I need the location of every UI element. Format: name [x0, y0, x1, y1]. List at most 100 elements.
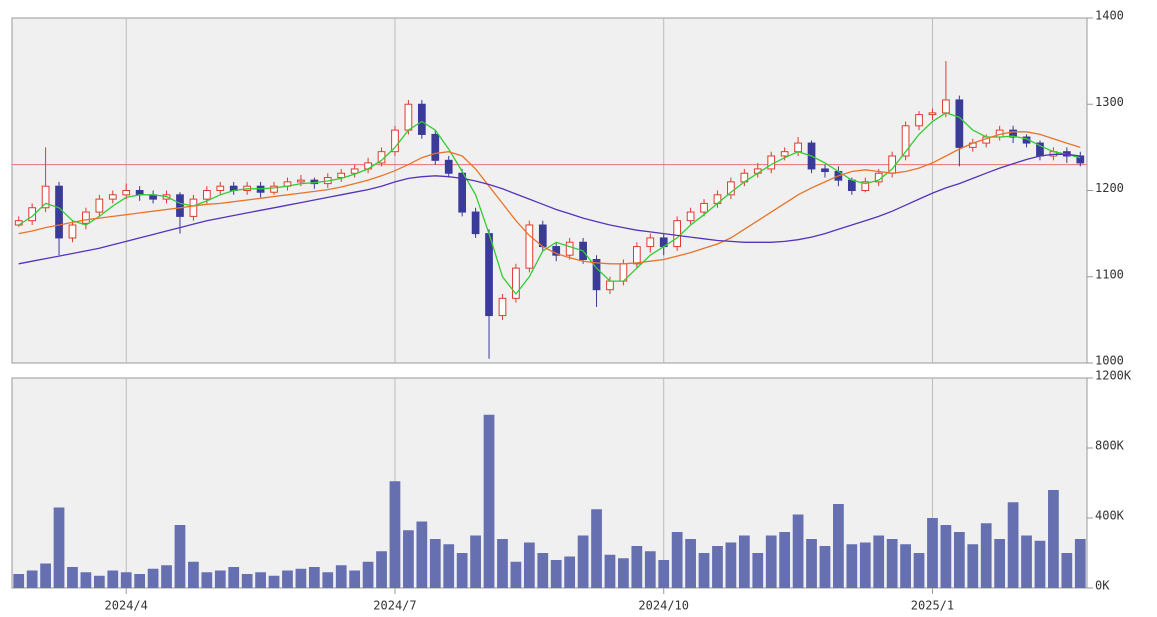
y-tick-label: 1100	[1095, 267, 1124, 281]
volume-bar	[161, 565, 172, 588]
volume-bar	[282, 570, 293, 588]
moving-average-line	[18, 153, 1081, 265]
candle-body	[108, 194, 117, 200]
volume-bar	[859, 542, 871, 588]
volume-bar	[792, 514, 804, 588]
candle-body	[861, 181, 870, 191]
volume-bar	[604, 554, 616, 588]
volume-bar	[631, 546, 643, 588]
volume-bar	[295, 568, 307, 588]
volume-bar	[577, 535, 589, 588]
candle-body	[1009, 129, 1017, 138]
candle-body	[122, 190, 131, 196]
candle-body	[471, 211, 480, 235]
y-tick-label: 1400	[1095, 9, 1124, 23]
volume-bar	[268, 575, 280, 588]
candle-body	[794, 142, 802, 153]
volume-bar	[67, 567, 78, 588]
x-tick-label: 2024/4	[105, 599, 148, 613]
volume-bar	[1061, 553, 1073, 588]
volume-bar	[443, 544, 455, 588]
volume-bar	[550, 560, 562, 588]
volume-bar	[362, 561, 374, 588]
volume-bar	[13, 574, 25, 588]
volume-bar	[779, 532, 791, 588]
volume-bar	[201, 572, 213, 588]
candle-body	[297, 179, 305, 183]
volume-bar	[900, 544, 911, 588]
volume-bar	[913, 553, 925, 588]
volume-bar	[120, 572, 132, 588]
volume-bar	[644, 551, 656, 588]
candle-body	[404, 103, 413, 131]
volume-bar	[188, 561, 199, 588]
candle-body	[82, 211, 90, 224]
volume-bar	[927, 518, 938, 588]
volume-bar	[376, 551, 387, 588]
volume-bar	[241, 574, 253, 588]
volume-bar	[416, 521, 428, 588]
y-tick-label: 800K	[1095, 439, 1125, 453]
candle-body	[485, 233, 493, 317]
candle-body	[847, 179, 856, 191]
candle-body	[41, 185, 50, 209]
volume-bar	[564, 556, 576, 588]
candle-body	[512, 267, 520, 299]
volume-bar	[497, 539, 508, 588]
candle-body	[350, 168, 359, 174]
y-tick-label: 400K	[1095, 509, 1125, 523]
candle-body	[28, 207, 37, 222]
volume-bar	[685, 539, 696, 588]
y-tick-label: 1200	[1095, 181, 1124, 195]
volume-bar	[725, 542, 737, 588]
volume-bar	[308, 567, 320, 588]
x-tick-label: 2024/10	[638, 599, 689, 613]
x-tick-label: 2025/1	[911, 599, 954, 613]
volume-bar	[698, 553, 710, 588]
candle-body	[780, 151, 789, 157]
candle-body	[431, 133, 440, 161]
volume-bar	[537, 553, 549, 588]
candle-body	[928, 112, 937, 116]
candle-body	[189, 198, 198, 217]
candle-body	[552, 246, 561, 256]
volume-bar	[712, 546, 723, 588]
volume-bar	[107, 570, 119, 588]
candle-body	[95, 198, 104, 213]
candle-body	[337, 172, 346, 179]
volume-bar	[483, 414, 495, 588]
candle-body	[955, 99, 964, 148]
volume-bar	[403, 530, 414, 588]
candle-body	[270, 185, 278, 193]
volume-bar	[26, 570, 38, 588]
volume-bar	[53, 507, 65, 588]
candle-body	[55, 185, 63, 239]
volume-bar	[873, 535, 885, 588]
volume-bar	[322, 572, 334, 588]
volume-bar	[671, 532, 683, 588]
volume-bar	[806, 539, 817, 588]
volume-bar	[174, 525, 186, 588]
candle-body	[202, 190, 211, 200]
candle-body	[458, 172, 467, 213]
volume-bar	[752, 553, 764, 588]
volume-bar	[429, 539, 441, 588]
volume-bar	[886, 539, 898, 588]
volume-bar	[523, 542, 535, 588]
volume-bar	[846, 544, 858, 588]
volume-bar	[1048, 490, 1059, 588]
x-tick-label: 2024/7	[373, 599, 416, 613]
candle-body	[68, 224, 77, 239]
volume-bar	[819, 546, 831, 588]
volume-bar	[80, 572, 92, 588]
volume-bar	[470, 535, 481, 588]
volume-bar	[1074, 539, 1086, 588]
volume-bar	[765, 535, 777, 588]
candle-body	[632, 246, 641, 265]
volume-bar	[591, 509, 602, 588]
candle-body	[525, 224, 534, 269]
volume-bar	[994, 539, 1006, 588]
candle-body	[606, 280, 614, 291]
